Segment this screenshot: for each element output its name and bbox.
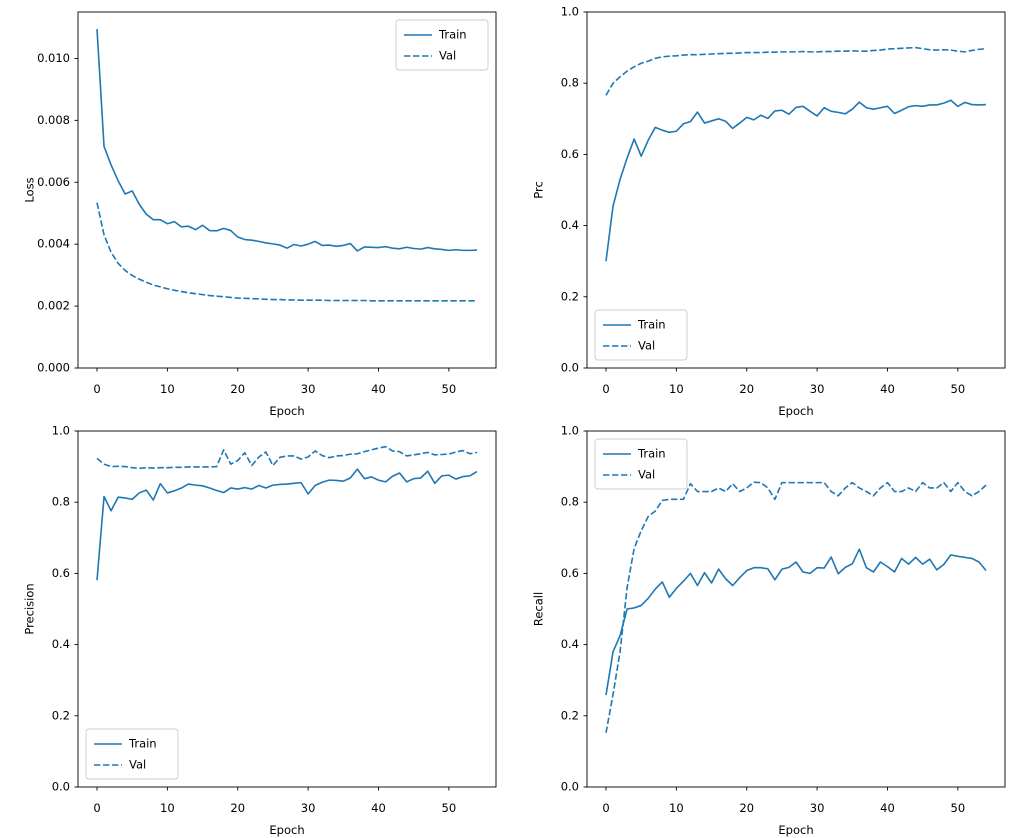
x-tick-label-loss-3: 30 [301, 382, 316, 396]
xlabel-prc: Epoch [778, 404, 813, 418]
legend-box-loss [395, 19, 489, 71]
legend-label-recall-train: Train [637, 447, 666, 461]
legend-recall: Train Val [594, 438, 688, 490]
plot-frame-precision [77, 430, 497, 788]
y-tick-label-precision-3: 0.6 [52, 566, 70, 580]
x-tick-label-precision-0: 0 [93, 801, 100, 815]
y-tick-label-prc-4: 0.8 [561, 76, 579, 90]
x-tick-label-prc-4: 40 [880, 382, 895, 396]
legend-label-prc-val: Val [638, 339, 655, 353]
xlabel-precision: Epoch [269, 823, 304, 837]
x-tick-label-recall-0: 0 [602, 801, 609, 815]
legend-box-prc [594, 309, 688, 361]
y-tick-label-loss-4: 0.008 [37, 113, 70, 127]
y-tick-label-recall-4: 0.8 [561, 495, 579, 509]
x-tick-label-precision-2: 20 [230, 801, 245, 815]
y-tick-label-loss-2: 0.004 [37, 237, 70, 251]
plot-frame-recall [586, 430, 1006, 788]
y-tick-label-loss-1: 0.002 [37, 299, 70, 313]
x-tick-label-recall-4: 40 [880, 801, 895, 815]
y-tick-label-prc-1: 0.2 [561, 289, 579, 303]
subplot-precision: 0 10 20 30 40 50 0.0 0.2 0.4 0.6 0.8 1.0 Epoch Precis… [0, 419, 509, 838]
y-tick-label-recall-3: 0.6 [561, 566, 579, 580]
x-tick-label-recall-1: 10 [669, 801, 684, 815]
series-prc-train [605, 99, 987, 262]
subplot-recall: 0 10 20 30 40 50 0.0 0.2 0.4 0.6 0.8 1.0 Epoch Recall… [509, 419, 1018, 838]
y-tick-label-recall-0: 0.0 [561, 780, 579, 794]
y-tick-label-precision-5: 1.0 [52, 424, 70, 438]
y-tick-label-loss-0: 0.000 [37, 361, 70, 375]
x-tick-label-prc-5: 50 [951, 382, 966, 396]
legend-label-precision-train: Train [128, 737, 157, 751]
series-precision-val [96, 445, 478, 470]
y-tick-label-recall-1: 0.2 [561, 708, 579, 722]
legend-label-precision-val: Val [129, 758, 146, 772]
y-tick-label-prc-3: 0.6 [561, 147, 579, 161]
ylabel-recall: Recall [532, 592, 546, 626]
subplot-prc: 0 10 20 30 40 50 0.0 0.2 0.4 0.6 0.8 1.0 Epoch Prc Tra… [509, 0, 1018, 419]
xlabel-loss: Epoch [269, 404, 304, 418]
y-tick-label-prc-2: 0.4 [561, 218, 579, 232]
series-recall-train [605, 548, 987, 696]
x-tick-label-prc-2: 20 [739, 382, 754, 396]
x-tick-label-loss-5: 50 [442, 382, 457, 396]
y-tick-label-precision-4: 0.8 [52, 495, 70, 509]
x-tick-label-loss-1: 10 [160, 382, 175, 396]
x-tick-label-precision-3: 30 [301, 801, 316, 815]
legend-label-recall-val: Val [638, 468, 655, 482]
x-tick-label-precision-5: 50 [442, 801, 457, 815]
series-prc-val [605, 46, 987, 96]
x-tick-label-precision-1: 10 [160, 801, 175, 815]
x-tick-label-prc-1: 10 [669, 382, 684, 396]
legend-loss: Train Val [395, 19, 489, 71]
y-tick-label-loss-3: 0.006 [37, 175, 70, 189]
series-recall-val [605, 481, 987, 734]
subplot-loss: 0 10 20 30 40 50 0.000 0.002 0.004 0.006 0.008 0.01… [0, 0, 509, 419]
y-tick-label-precision-1: 0.2 [52, 708, 70, 722]
x-tick-label-recall-3: 30 [810, 801, 825, 815]
plot-frame-loss [77, 11, 497, 369]
legend-box-precision [85, 728, 179, 780]
series-loss-train [96, 28, 478, 252]
legend-label-loss-val: Val [439, 49, 456, 63]
y-tick-label-prc-5: 1.0 [561, 5, 579, 19]
ylabel-precision: Precision [23, 583, 37, 634]
legend-label-loss-train: Train [438, 28, 467, 42]
x-tick-label-recall-5: 50 [951, 801, 966, 815]
x-tick-label-recall-2: 20 [739, 801, 754, 815]
x-tick-label-loss-2: 20 [230, 382, 245, 396]
x-tick-label-prc-0: 0 [602, 382, 609, 396]
legend-box-recall [594, 438, 688, 490]
series-loss-val [96, 202, 477, 302]
y-tick-label-prc-0: 0.0 [561, 361, 579, 375]
x-tick-label-loss-4: 40 [371, 382, 386, 396]
x-tick-label-prc-3: 30 [810, 382, 825, 396]
y-tick-label-loss-5: 0.010 [37, 51, 70, 65]
legend-label-prc-train: Train [637, 318, 666, 332]
legend-precision: Train Val [85, 728, 179, 780]
x-tick-label-precision-4: 40 [371, 801, 386, 815]
y-tick-label-recall-5: 1.0 [561, 424, 579, 438]
plot-frame-prc [586, 11, 1006, 369]
xlabel-recall: Epoch [778, 823, 813, 837]
ylabel-loss: Loss [23, 177, 37, 202]
y-tick-label-recall-2: 0.4 [561, 637, 579, 651]
x-tick-label-loss-0: 0 [93, 382, 100, 396]
series-precision-train [96, 468, 478, 581]
y-tick-label-precision-2: 0.4 [52, 637, 70, 651]
ylabel-prc: Prc [532, 181, 546, 199]
y-tick-label-precision-0: 0.0 [52, 780, 70, 794]
legend-prc: Train Val [594, 309, 688, 361]
